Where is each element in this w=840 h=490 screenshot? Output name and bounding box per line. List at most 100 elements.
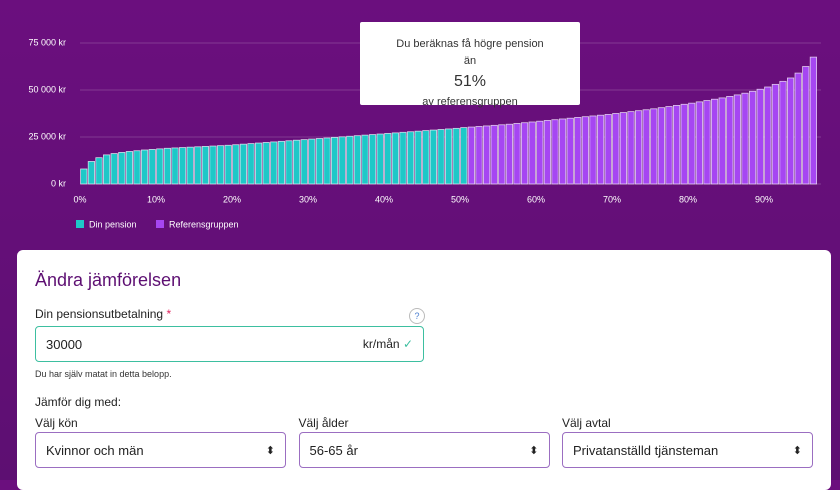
x-tick-label: 40% <box>375 194 393 204</box>
select-arrow: ⬍ <box>529 444 539 457</box>
bar <box>490 124 498 185</box>
bar <box>368 134 377 185</box>
bar <box>543 120 552 185</box>
bar <box>292 139 301 185</box>
bar <box>224 144 232 185</box>
bar <box>597 114 605 185</box>
bar <box>771 83 780 185</box>
bar <box>270 141 278 185</box>
bar <box>254 142 263 185</box>
bar <box>475 126 483 185</box>
select-label: Välj kön <box>35 416 78 430</box>
bar <box>589 115 597 185</box>
bar <box>581 116 590 185</box>
bar <box>103 154 111 185</box>
bar <box>315 138 324 185</box>
bar <box>733 94 742 185</box>
bar <box>680 103 688 185</box>
help-button[interactable]: ? <box>409 308 425 324</box>
bar <box>391 132 400 185</box>
bar <box>308 138 316 185</box>
bar <box>186 146 194 185</box>
bar <box>794 72 802 185</box>
bar <box>764 86 772 185</box>
bar <box>232 144 240 185</box>
x-tick-label: 80% <box>679 194 697 204</box>
bar <box>330 136 339 185</box>
bar <box>87 161 95 185</box>
x-tick-label: 30% <box>299 194 317 204</box>
select-value: Privatanställd tjänsteman <box>573 442 719 458</box>
bar <box>703 100 711 185</box>
bar <box>406 131 415 185</box>
select-box[interactable]: Privatanställd tjänsteman ⬍ <box>562 432 813 468</box>
bar <box>741 92 749 185</box>
bar <box>201 145 209 185</box>
tooltip-line: av referensgruppen <box>422 96 517 108</box>
bar <box>809 56 818 185</box>
bar <box>178 147 187 185</box>
legend-swatch <box>156 220 164 228</box>
x-tick-label: 90% <box>755 194 773 204</box>
required-mark: * <box>166 307 172 321</box>
select-box[interactable]: 56-65 år ⬍ <box>298 432 550 468</box>
bar <box>346 135 354 185</box>
bar <box>612 113 620 185</box>
bar <box>399 131 407 185</box>
bar <box>566 117 574 185</box>
bar <box>718 97 726 185</box>
compare-label: Jämför dig med: <box>35 395 122 409</box>
input-note: Du har själv matat in detta belopp. <box>35 369 172 379</box>
tooltip-line: Du beräknas få högre pension <box>396 38 543 50</box>
x-tick-label: 70% <box>603 194 621 204</box>
x-tick-label: 60% <box>527 194 545 204</box>
bar <box>498 124 506 185</box>
bar <box>429 129 438 185</box>
bar <box>171 147 179 185</box>
bar <box>376 133 384 185</box>
tooltip-percent: 51% <box>454 73 486 90</box>
bar <box>384 133 392 185</box>
bar <box>688 102 696 185</box>
bar <box>779 80 787 185</box>
x-tick-label: 10% <box>147 194 165 204</box>
bar <box>482 125 491 185</box>
x-tick-label: 20% <box>223 194 241 204</box>
pension-input[interactable]: 30000 kr/mån ✓ <box>35 326 424 362</box>
select-box[interactable]: Kvinnor och män ⬍ <box>35 432 286 468</box>
legend-label: Din pension <box>89 219 137 229</box>
bar <box>239 143 247 185</box>
bar <box>467 126 476 185</box>
bar <box>156 148 164 185</box>
bar <box>247 143 255 185</box>
bar <box>444 128 453 185</box>
bar <box>604 114 612 185</box>
bar <box>194 146 202 185</box>
x-tick-label: 50% <box>451 194 469 204</box>
select-arrow: ⬍ <box>792 444 802 457</box>
tooltip: Du beräknas få högre pension än 51% av refe… <box>360 22 580 108</box>
card-title: Ändra jämförelsen <box>35 270 182 290</box>
bar <box>338 136 346 185</box>
page: 0 kr 25 000 kr 50 000 kr 75 000 kr 0% 10% 20% 3… <box>0 0 840 480</box>
bar <box>627 111 635 185</box>
bar <box>361 134 369 185</box>
input-unit: kr/mån ✓ <box>363 337 413 351</box>
bar <box>711 98 719 185</box>
bar <box>110 153 118 185</box>
bar <box>353 135 362 185</box>
bar <box>551 119 559 185</box>
chart: 0 kr 25 000 kr 50 000 kr 75 000 kr 0% 10% 20% 3… <box>28 22 818 229</box>
bar <box>262 142 270 185</box>
bar <box>749 90 757 185</box>
select-label: Välj ålder <box>298 416 349 430</box>
bar <box>148 149 156 185</box>
bar <box>460 127 468 185</box>
bar <box>619 112 628 185</box>
y-tick-label: 50 000 kr <box>28 84 66 94</box>
bar <box>635 110 643 185</box>
bar <box>513 123 521 185</box>
bar <box>521 122 529 185</box>
tooltip-box <box>360 22 580 105</box>
bar <box>80 168 88 185</box>
